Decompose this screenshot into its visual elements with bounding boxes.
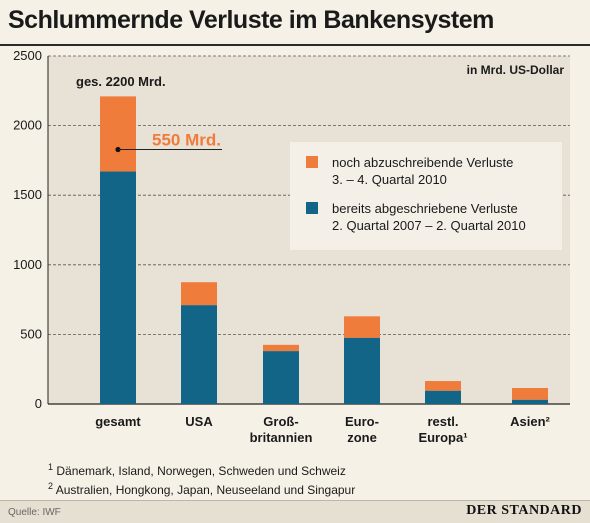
unit-label: in Mrd. US-Dollar <box>467 63 565 77</box>
legend-label: 3. – 4. Quartal 2010 <box>332 172 447 187</box>
y-tick-label: 1500 <box>13 187 42 202</box>
x-tick-label: Euro- <box>345 414 379 429</box>
y-tick-label: 2500 <box>13 48 42 63</box>
bar-segment-to-be-written-off <box>425 381 461 391</box>
total-annotation: ges. 2200 Mrd. <box>76 74 166 89</box>
y-tick-label: 0 <box>35 396 42 411</box>
bar-segment-to-be-written-off <box>100 96 136 172</box>
footnote-2-marker: 2 <box>48 481 54 491</box>
legend-swatch-to-be-written-off <box>306 156 318 168</box>
y-tick-label: 500 <box>20 326 42 341</box>
legend-swatch-written-off <box>306 202 318 214</box>
legend-label: 2. Quartal 2007 – 2. Quartal 2010 <box>332 218 526 233</box>
legend-label: bereits abgeschriebene Verluste <box>332 201 518 216</box>
y-tick-label: 1000 <box>13 257 42 272</box>
footnote-1: 1 Dänemark, Island, Norwegen, Schweden u… <box>48 462 346 478</box>
x-tick-label: zone <box>347 430 377 445</box>
brand-logo: DER STANDARD <box>466 503 582 518</box>
bar-segment-written-off <box>263 351 299 404</box>
x-tick-label: Groß- <box>263 414 298 429</box>
legend-label: noch abzuschreibende Verluste <box>332 155 513 170</box>
bar-segment-written-off <box>425 390 461 404</box>
x-tick-label: restl. <box>427 414 458 429</box>
legend-box <box>290 142 562 250</box>
bar-segment-to-be-written-off <box>181 282 217 306</box>
footer-bar: Quelle: IWF DER STANDARD <box>0 500 590 523</box>
bar-segment-to-be-written-off <box>263 344 299 352</box>
x-tick-label: britannien <box>250 430 313 445</box>
title-divider <box>0 44 590 46</box>
bar-segment-written-off <box>344 337 380 404</box>
callout-label: 550 Mrd. <box>152 131 221 150</box>
y-tick-label: 2000 <box>13 118 42 133</box>
footnote-1-marker: 1 <box>48 462 54 472</box>
source-label: Quelle: IWF <box>8 507 61 518</box>
bar-segment-written-off <box>100 171 136 404</box>
chart-title: Schlummernde Verluste im Bankensystem <box>8 6 494 34</box>
footnote-1-text: Dänemark, Island, Norwegen, Schweden und… <box>56 464 346 478</box>
x-tick-label: gesamt <box>95 414 141 429</box>
bar-segment-to-be-written-off <box>512 387 548 400</box>
bar-segment-written-off <box>181 305 217 404</box>
x-tick-label: Asien² <box>510 414 550 429</box>
x-tick-label: Europa¹ <box>418 430 467 445</box>
x-tick-label: USA <box>185 414 213 429</box>
footnote-2: 2 Australien, Hongkong, Japan, Neuseelan… <box>48 481 355 497</box>
bar-segment-to-be-written-off <box>344 316 380 338</box>
bar-segment-written-off <box>512 399 548 404</box>
footnote-2-text: Australien, Hongkong, Japan, Neuseeland … <box>55 483 356 497</box>
